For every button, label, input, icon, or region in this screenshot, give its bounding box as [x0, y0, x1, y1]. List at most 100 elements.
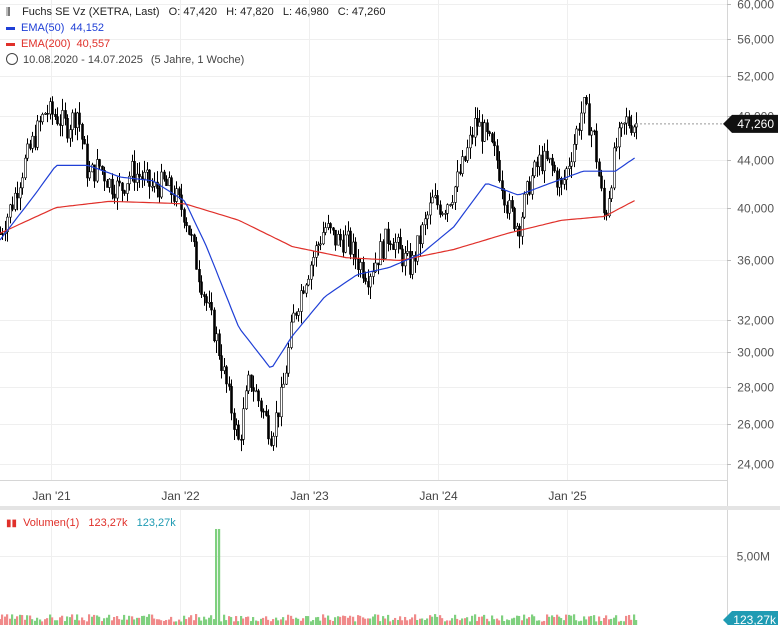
legend-ema50-row[interactable]: EMA(50) 44,152	[6, 21, 104, 35]
volume-bar	[188, 617, 191, 625]
volume-bar	[506, 619, 509, 625]
price-candle-body	[260, 400, 263, 412]
price-candle-body	[121, 182, 124, 191]
volume-bar	[411, 617, 414, 625]
volume-bar	[237, 621, 240, 625]
ohlc-high: H: 47,820	[226, 6, 274, 18]
volume-bar	[113, 616, 116, 625]
volume-bar	[51, 617, 54, 625]
price-candle-body	[205, 296, 208, 304]
price-candle-body	[630, 125, 633, 133]
price-candle-body	[111, 178, 114, 195]
price-candle-body	[74, 112, 77, 128]
price-candle-body	[170, 177, 173, 196]
volume-bar	[220, 621, 223, 625]
price-candle-body	[262, 410, 265, 413]
volume-bar	[54, 620, 57, 625]
date-range: 10.08.2020 - 14.07.2025	[23, 54, 143, 66]
price-candle-body	[387, 228, 390, 244]
volume-bar	[528, 617, 531, 625]
price-candle-body	[56, 116, 59, 125]
volume-bar	[372, 616, 375, 625]
price-candle-body	[300, 290, 303, 312]
price-candle-body	[538, 154, 541, 168]
volume-bar	[260, 618, 263, 625]
volume-bar	[401, 620, 404, 625]
price-candle-body	[213, 309, 216, 342]
price-candle-body	[603, 187, 606, 214]
price-candle-body	[36, 120, 39, 148]
volume-bar	[548, 616, 551, 625]
price-candle-body	[528, 181, 531, 195]
price-candle-body	[580, 112, 583, 131]
price-candle-body	[54, 113, 57, 117]
volume-bar	[523, 614, 526, 625]
volume-bar	[339, 616, 342, 625]
volume-bar	[300, 620, 303, 625]
volume-bar	[556, 614, 559, 625]
volume-bar	[623, 621, 626, 625]
volume-bar	[404, 616, 407, 625]
volume-bar	[501, 615, 504, 625]
volume-bar	[29, 615, 32, 625]
price-candle-body	[66, 118, 69, 139]
price-candle-body	[9, 204, 12, 218]
price-candle-body	[568, 165, 571, 170]
price-candle-body	[583, 97, 586, 114]
price-candle-body	[446, 204, 449, 214]
price-candle-body	[46, 113, 49, 115]
volume-bar	[327, 615, 330, 625]
volume-bar	[205, 619, 208, 625]
volume-bar	[151, 614, 154, 625]
price-candle-body	[359, 261, 362, 270]
volume-bar	[121, 619, 124, 625]
volume-bar	[123, 614, 126, 625]
price-candle-body	[151, 186, 154, 188]
volume-bar	[543, 620, 546, 625]
volume-bar	[377, 614, 380, 625]
volume-bar	[262, 617, 265, 625]
volume-bar	[349, 615, 352, 625]
volume-bar	[478, 616, 481, 625]
volume-bar	[558, 616, 561, 625]
volume-bar	[449, 620, 452, 625]
price-candle-body	[247, 374, 250, 392]
price-candle-body	[208, 302, 211, 304]
price-candle-body	[163, 171, 166, 180]
volume-bar	[245, 616, 248, 625]
price-candle-body	[551, 157, 554, 166]
price-candle-body	[292, 312, 295, 323]
price-candle-body	[625, 116, 628, 124]
volume-bar	[394, 617, 397, 625]
price-candle-body	[511, 200, 514, 209]
price-candle-body	[496, 145, 499, 161]
volume-bar	[454, 614, 457, 625]
price-candle-body	[565, 168, 568, 180]
time-tick-label: Jan '21	[32, 489, 71, 503]
price-candle-body	[501, 180, 504, 192]
volume-bar	[61, 615, 64, 625]
price-candle-body	[319, 243, 322, 246]
legend-ema200-row[interactable]: EMA(200) 40,557	[6, 37, 110, 51]
volume-bar	[34, 620, 37, 625]
clock-icon	[6, 53, 18, 65]
volume-bar	[183, 615, 186, 625]
price-candle-body	[252, 387, 255, 392]
price-candle-body	[131, 161, 134, 177]
price-candle-body	[401, 248, 404, 267]
volume-bar	[464, 618, 467, 625]
volume-bar	[131, 616, 134, 625]
price-candle-body	[334, 229, 337, 246]
volume-bar	[270, 621, 273, 625]
price-candle-body	[513, 207, 516, 230]
volume-bar	[44, 619, 47, 625]
volume-bar	[21, 615, 24, 625]
price-candle-body	[349, 230, 352, 255]
price-candle-body	[31, 135, 34, 149]
volume-bar	[424, 620, 427, 625]
volume-bar	[461, 618, 464, 625]
price-candle-body	[210, 302, 213, 311]
volume-bar	[382, 616, 385, 625]
